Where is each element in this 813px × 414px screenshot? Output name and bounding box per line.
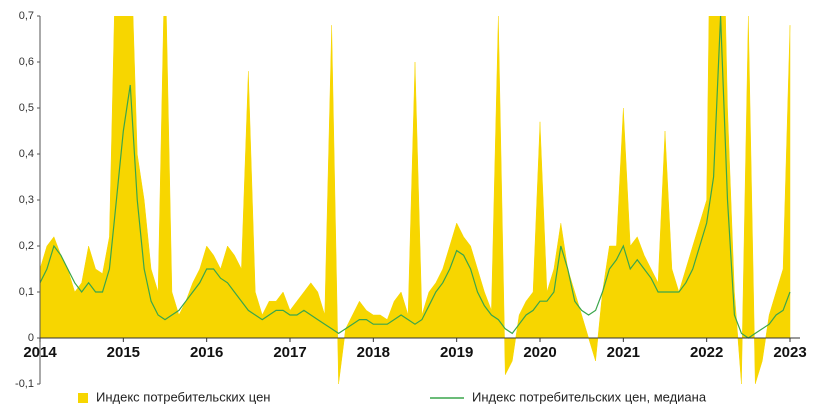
x-tick-label: 2022	[690, 344, 723, 361]
y-tick-label: 0,5	[19, 102, 34, 114]
legend-swatch	[78, 393, 88, 403]
line	[40, 16, 791, 339]
y-tick-label: 0,1	[19, 286, 34, 298]
x-tick-label: 2018	[357, 344, 390, 361]
y-tick-label: 0,4	[19, 148, 34, 160]
x-tick-label: 2021	[607, 344, 640, 361]
x-tick-label: 2020	[523, 344, 556, 361]
x-tick-label: 2019	[440, 344, 473, 361]
y-tick-label: 0,2	[19, 240, 34, 252]
legend-label: Индекс потребительских цен, медиана	[472, 389, 707, 404]
y-tick-label: 0,3	[19, 194, 34, 206]
plot-area	[40, 16, 791, 384]
x-tick-label: 2014	[23, 344, 57, 361]
legend-label: Индекс потребительских цен	[96, 389, 270, 404]
y-tick-label: 0,7	[19, 10, 34, 22]
x-tick-label: 2015	[107, 344, 140, 361]
x-tick-label: 2023	[773, 344, 806, 361]
y-tick-label: 0	[28, 332, 34, 344]
x-tick-label: 2016	[190, 344, 223, 361]
y-tick-label: 0,6	[19, 56, 34, 68]
x-tick-label: 2017	[273, 344, 306, 361]
area	[40, 16, 791, 384]
y-tick-label: -0,1	[15, 378, 34, 390]
